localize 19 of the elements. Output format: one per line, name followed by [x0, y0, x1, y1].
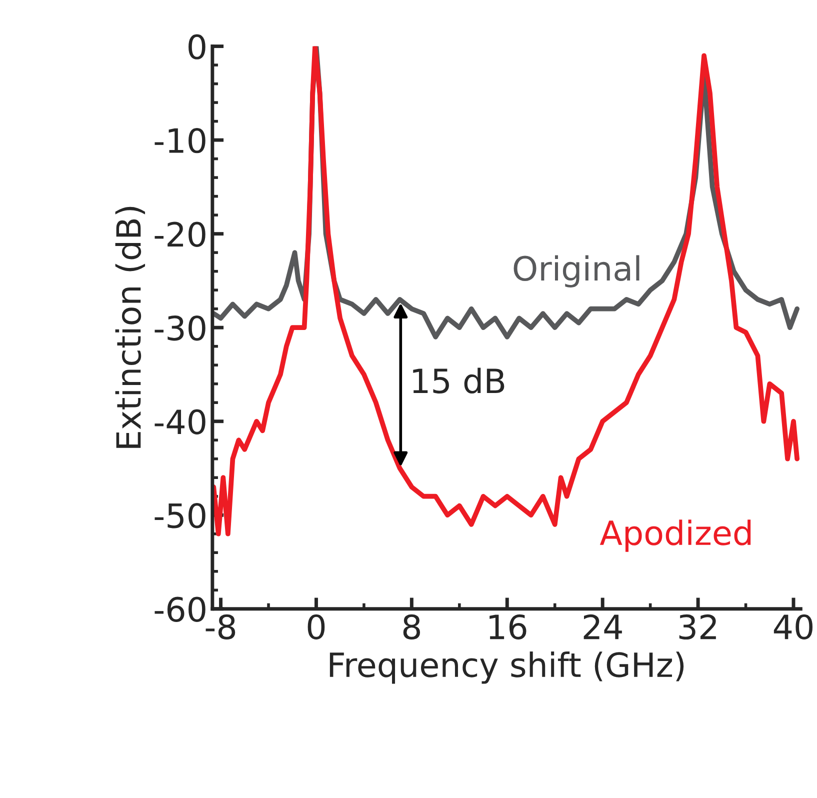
- x-tick-label: 8: [403, 614, 420, 640]
- x-tick-label: 40: [774, 614, 812, 640]
- y-tick-label: -60: [154, 596, 206, 622]
- x-tick-label: 16: [490, 614, 526, 640]
- y-axis-title: Extinction (dB): [115, 206, 146, 448]
- annotation: 15 dB: [413, 368, 504, 394]
- series-label: Apodized: [600, 520, 751, 552]
- y-tick-label: -40: [154, 409, 206, 434]
- x-axis-title: Frequency shift (GHz): [330, 652, 684, 684]
- y-tick-label: 0: [188, 34, 206, 60]
- x-tick-label: -8: [206, 614, 236, 640]
- series-label: Original: [514, 255, 640, 288]
- x-tick-label: 0: [308, 614, 325, 640]
- y-tick-label: -10: [154, 128, 206, 154]
- y-tick-label: -50: [154, 503, 206, 528]
- x-tick-label: 24: [584, 614, 622, 640]
- x-tick-label: 32: [679, 614, 716, 640]
- y-tick-label: -30: [154, 316, 206, 341]
- y-tick-label: -20: [154, 222, 206, 247]
